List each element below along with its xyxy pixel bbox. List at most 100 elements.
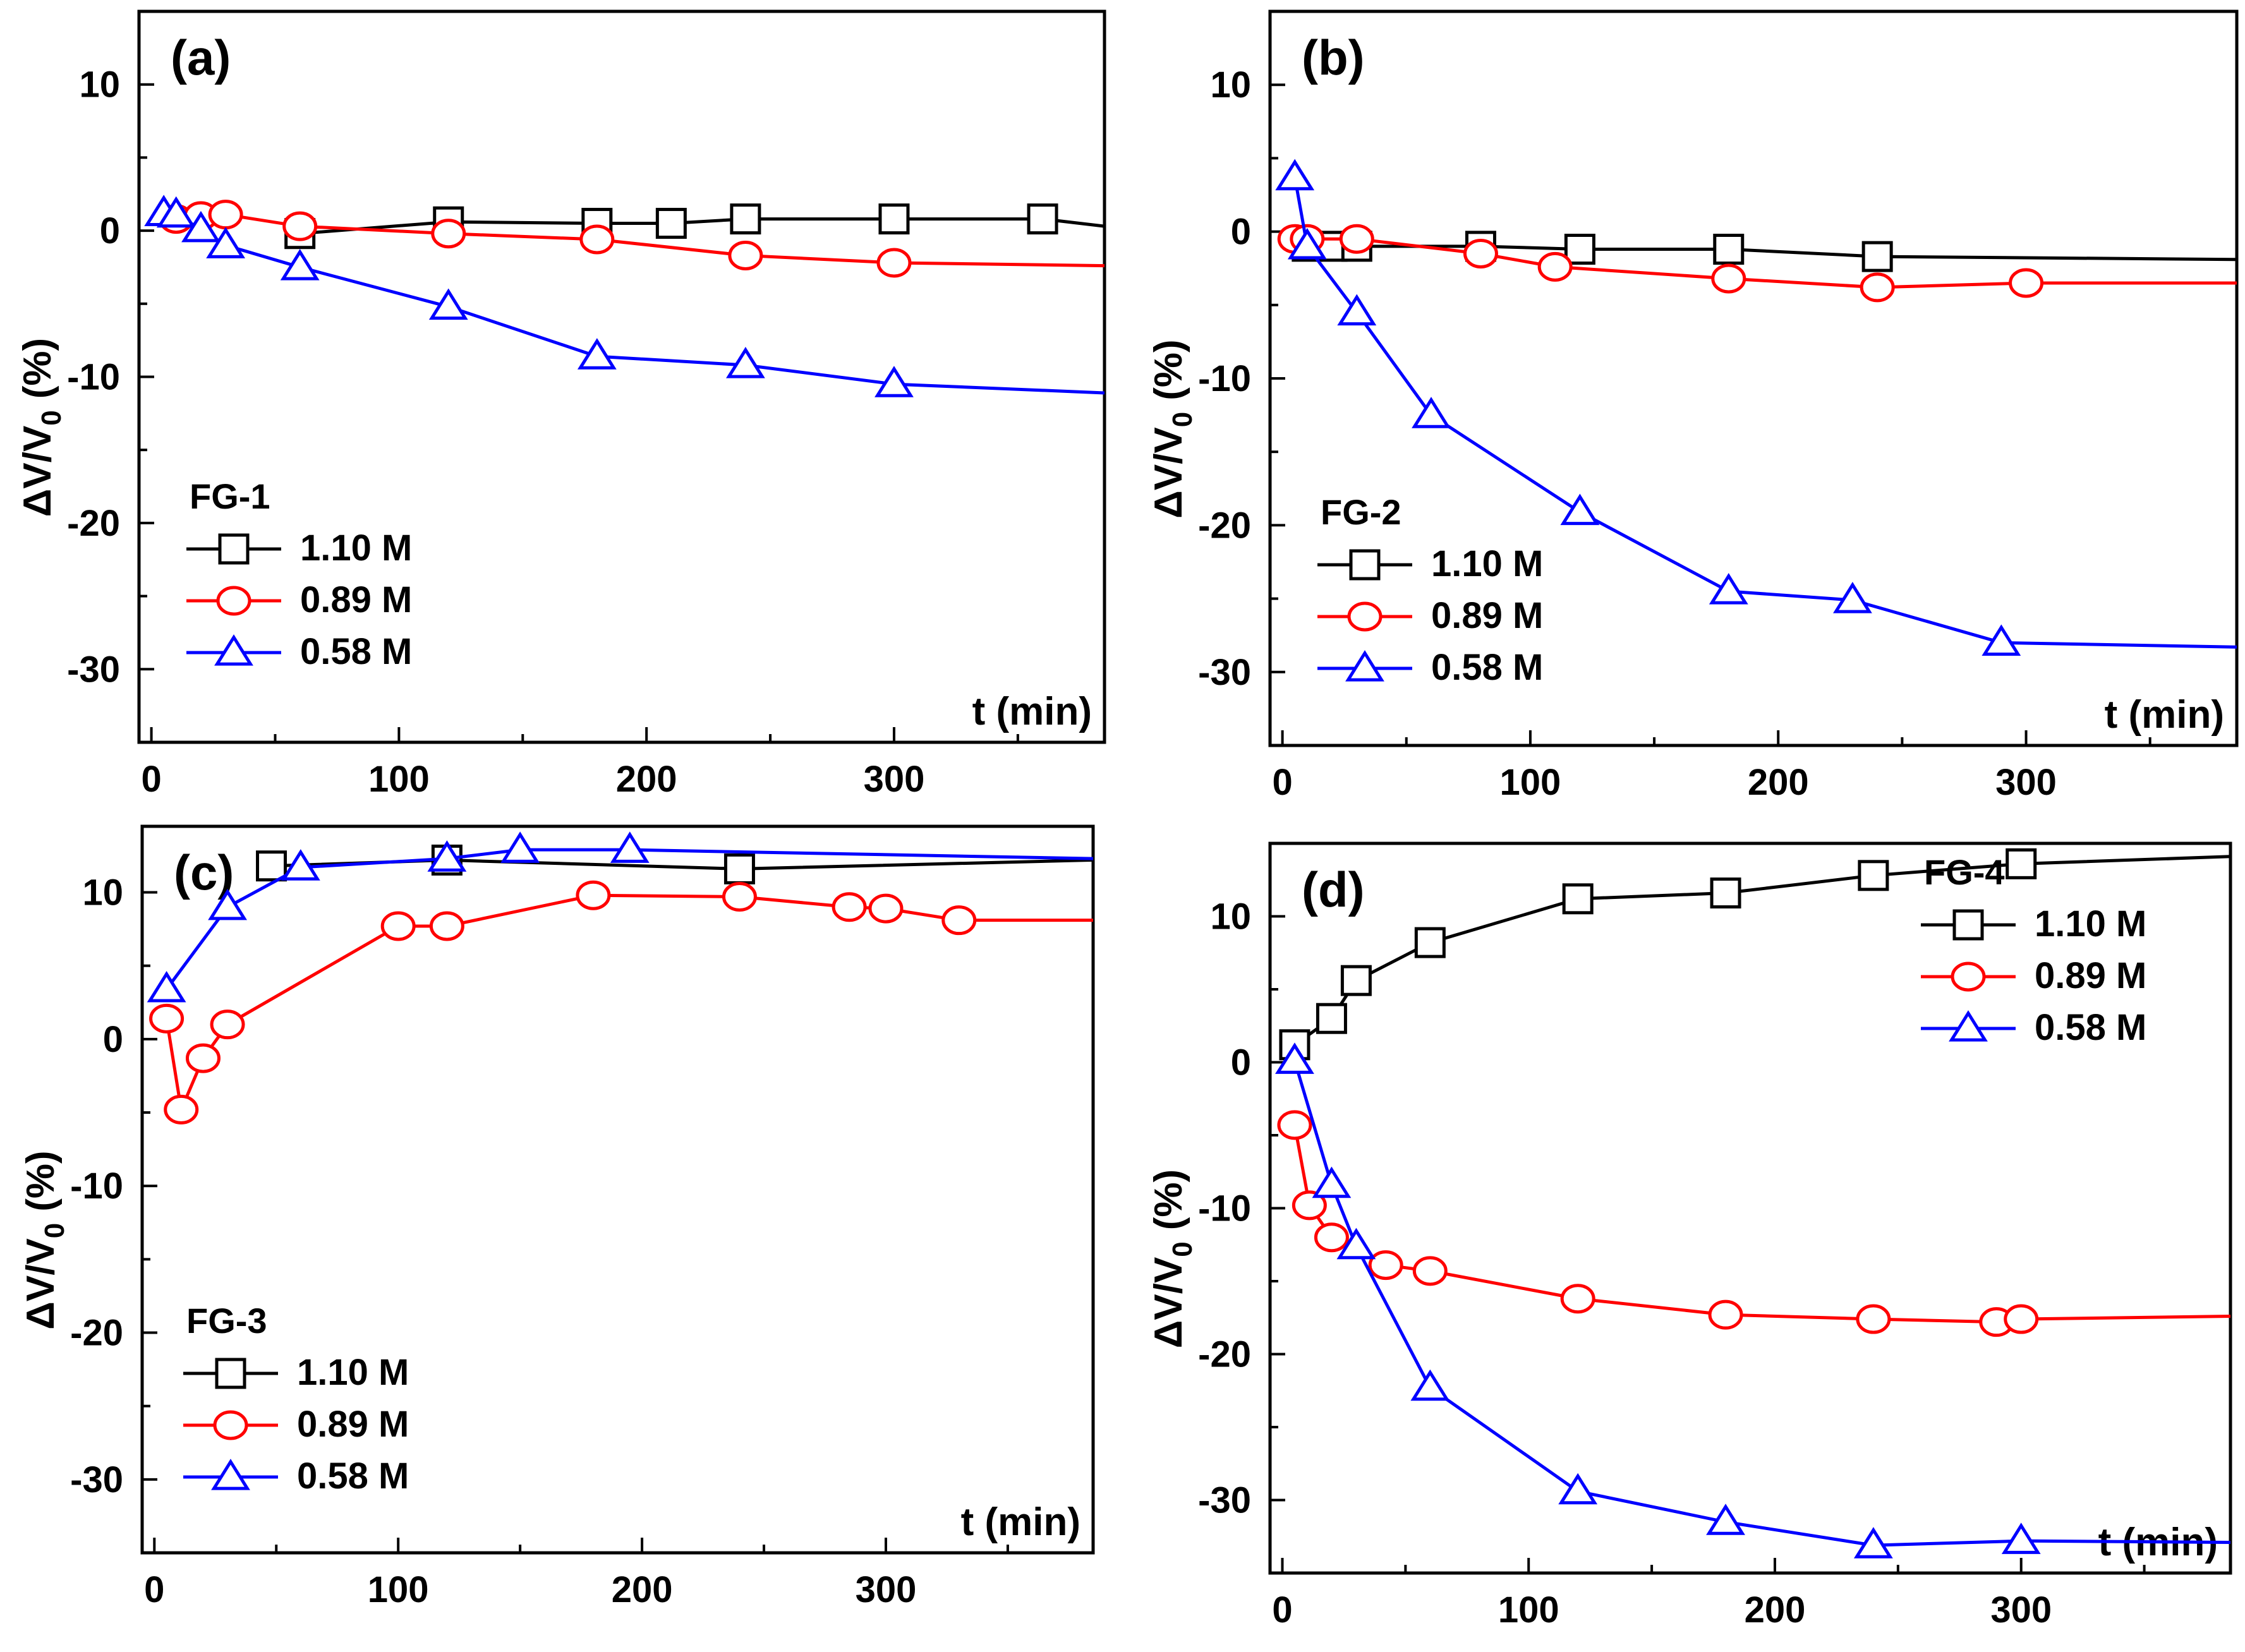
legend-marker — [1949, 1010, 1988, 1042]
series-square — [284, 203, 1105, 250]
data-point — [655, 208, 687, 239]
legend-marker — [1349, 549, 1381, 581]
data-point — [1856, 1304, 1891, 1334]
x-tick-label: 300 — [864, 759, 925, 800]
panel-label: (c) — [174, 845, 234, 900]
data-point — [878, 203, 910, 235]
data-point — [1713, 233, 1745, 265]
legend-label: 0.58 M — [300, 631, 412, 672]
data-point — [723, 853, 755, 884]
data-point — [380, 911, 416, 941]
data-point — [256, 850, 287, 882]
series-triangle — [147, 831, 1094, 1003]
legend-title: FG-4 — [1924, 852, 2005, 892]
y-axis-label-unit: (%) — [1147, 339, 1190, 400]
x-tick-label: 0 — [1272, 1589, 1292, 1631]
legend-label: 1.10 M — [297, 1352, 409, 1393]
data-point — [1564, 233, 1595, 265]
data-point — [1368, 1250, 1403, 1281]
x-tick-label: 0 — [144, 1569, 164, 1610]
x-tick-label: 300 — [1990, 1589, 2052, 1631]
data-point — [429, 911, 464, 941]
x-tick-label: 200 — [616, 759, 677, 800]
legend-label: 0.89 M — [300, 579, 412, 620]
y-axis-label-sub: 0 — [1167, 412, 1198, 427]
y-tick-label: -10 — [67, 357, 120, 398]
data-point — [730, 203, 761, 235]
data-point — [941, 905, 977, 936]
data-point — [577, 338, 617, 370]
data-point — [832, 892, 867, 922]
data-point — [725, 347, 765, 378]
y-axis-label-main: ΔV/V — [1147, 1257, 1190, 1349]
y-tick-label: 10 — [1210, 64, 1251, 106]
y-tick-label: -20 — [1198, 505, 1251, 546]
data-point — [1340, 965, 1372, 996]
data-point — [2004, 1304, 2039, 1334]
data-point — [1292, 1190, 1327, 1221]
data-point — [610, 831, 650, 863]
data-point — [1982, 624, 2021, 656]
y-axis-label: ΔV/V0 (%) — [19, 1150, 70, 1329]
data-point — [1710, 877, 1741, 909]
legend: FG-3 1.10 M 0.89 M 0.58 M — [183, 1301, 409, 1497]
data-point — [147, 970, 186, 1003]
y-axis-label-unit: (%) — [16, 338, 59, 399]
data-point — [210, 1010, 245, 1040]
data-point — [1287, 227, 1327, 260]
data-point — [1711, 263, 1746, 294]
series-triangle — [144, 195, 1105, 397]
data-point — [576, 880, 611, 910]
data-point — [1708, 1299, 1743, 1330]
y-tick-label: 0 — [100, 210, 120, 251]
y-tick-label: -20 — [67, 503, 120, 544]
data-point — [1562, 883, 1594, 915]
data-point — [1337, 294, 1377, 326]
legend-title: FG-2 — [1321, 492, 1401, 532]
legend-label: 0.89 M — [1431, 595, 1543, 636]
y-axis-label: ΔV/V0 (%) — [16, 338, 67, 517]
data-point — [1277, 1110, 1312, 1140]
data-point — [1412, 1256, 1448, 1286]
x-tick-label: 300 — [856, 1569, 917, 1610]
data-point — [1314, 1222, 1349, 1253]
panel-label: (d) — [1302, 862, 1365, 917]
data-point — [1560, 1284, 1595, 1314]
panel-label: (b) — [1302, 30, 1365, 85]
legend-label: 0.58 M — [297, 1456, 409, 1497]
legend-title: FG-3 — [186, 1301, 267, 1341]
plot-frame — [1268, 9, 2239, 747]
data-point — [1861, 241, 1893, 272]
legend: FG-1 1.10 M 0.89 M 0.58 M — [186, 476, 412, 672]
y-tick-label: 10 — [1210, 896, 1251, 938]
data-point — [427, 840, 467, 872]
data-point — [1709, 573, 1748, 605]
x-tick-label: 100 — [368, 759, 430, 800]
y-tick-label: 0 — [1231, 1042, 1251, 1083]
data-point — [1410, 1369, 1450, 1401]
legend-label: 0.89 M — [297, 1404, 409, 1445]
plot-frame — [1268, 841, 2232, 1575]
y-axis-label-sub: 0 — [1167, 1241, 1198, 1257]
data-point — [2009, 268, 2044, 298]
series-triangle — [1275, 1042, 2231, 1559]
data-point — [164, 1094, 199, 1124]
data-point — [728, 240, 763, 270]
data-point — [1706, 1504, 1745, 1535]
data-point — [722, 882, 757, 912]
legend-marker — [213, 1410, 248, 1440]
x-axis-label: t (min) — [2105, 693, 2224, 737]
x-tick-label: 100 — [368, 1569, 429, 1610]
data-point — [1853, 1527, 1893, 1559]
x-tick-label: 100 — [1500, 762, 1561, 803]
series-triangle — [1275, 159, 2237, 656]
legend-label: 1.10 M — [1431, 543, 1543, 584]
y-tick-label: 10 — [79, 64, 120, 106]
data-point — [281, 849, 320, 881]
y-tick-label: 0 — [1231, 212, 1251, 253]
legend-marker — [214, 634, 253, 666]
